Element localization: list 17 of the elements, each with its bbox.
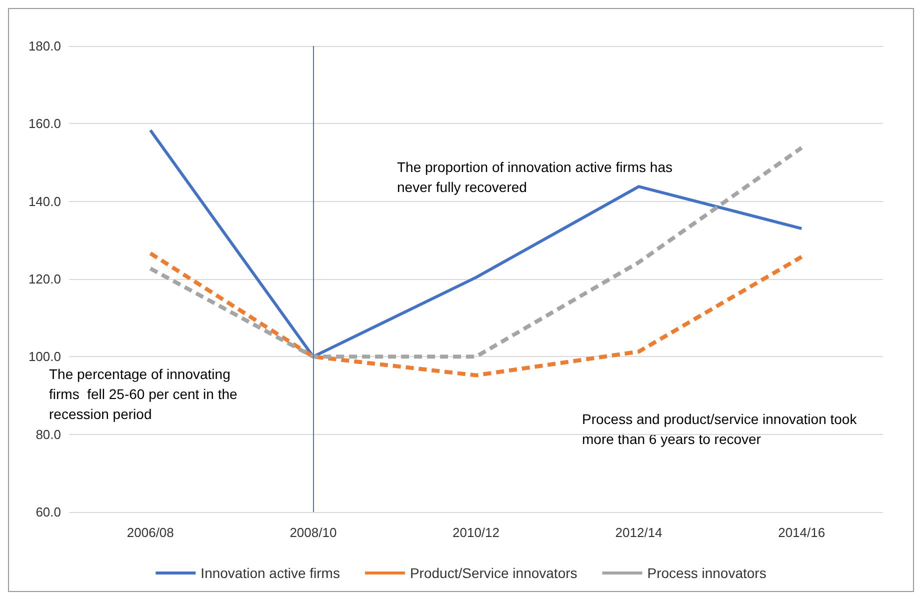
x-tick-label: 2012/14	[615, 525, 662, 540]
annotation: The percentage of innovating firms fell 25-60 per cent in the recession period	[49, 366, 242, 422]
annotation: The proportion of innovation active firms has never fully recovered	[397, 159, 676, 195]
x-tick-label: 2008/10	[290, 525, 337, 540]
y-tick-label: 100.0	[28, 349, 61, 364]
legend-label: Process innovators	[647, 565, 766, 581]
y-tick-label: 80.0	[36, 426, 61, 442]
y-tick-label: 180.0	[28, 38, 61, 54]
x-tick-label: 2006/08	[126, 525, 174, 540]
legend-label: Product/Service innovators	[410, 565, 578, 581]
x-tick-label: 2010/12	[452, 525, 500, 540]
legend-label: Innovation active firms	[200, 565, 340, 581]
y-tick-label: 120.0	[28, 272, 61, 286]
y-tick-label: 160.0	[28, 116, 61, 132]
y-tick-label: 60.0	[36, 504, 61, 520]
x-tick-label: 2014/16	[778, 525, 826, 540]
y-tick-label: 140.0	[28, 194, 61, 209]
